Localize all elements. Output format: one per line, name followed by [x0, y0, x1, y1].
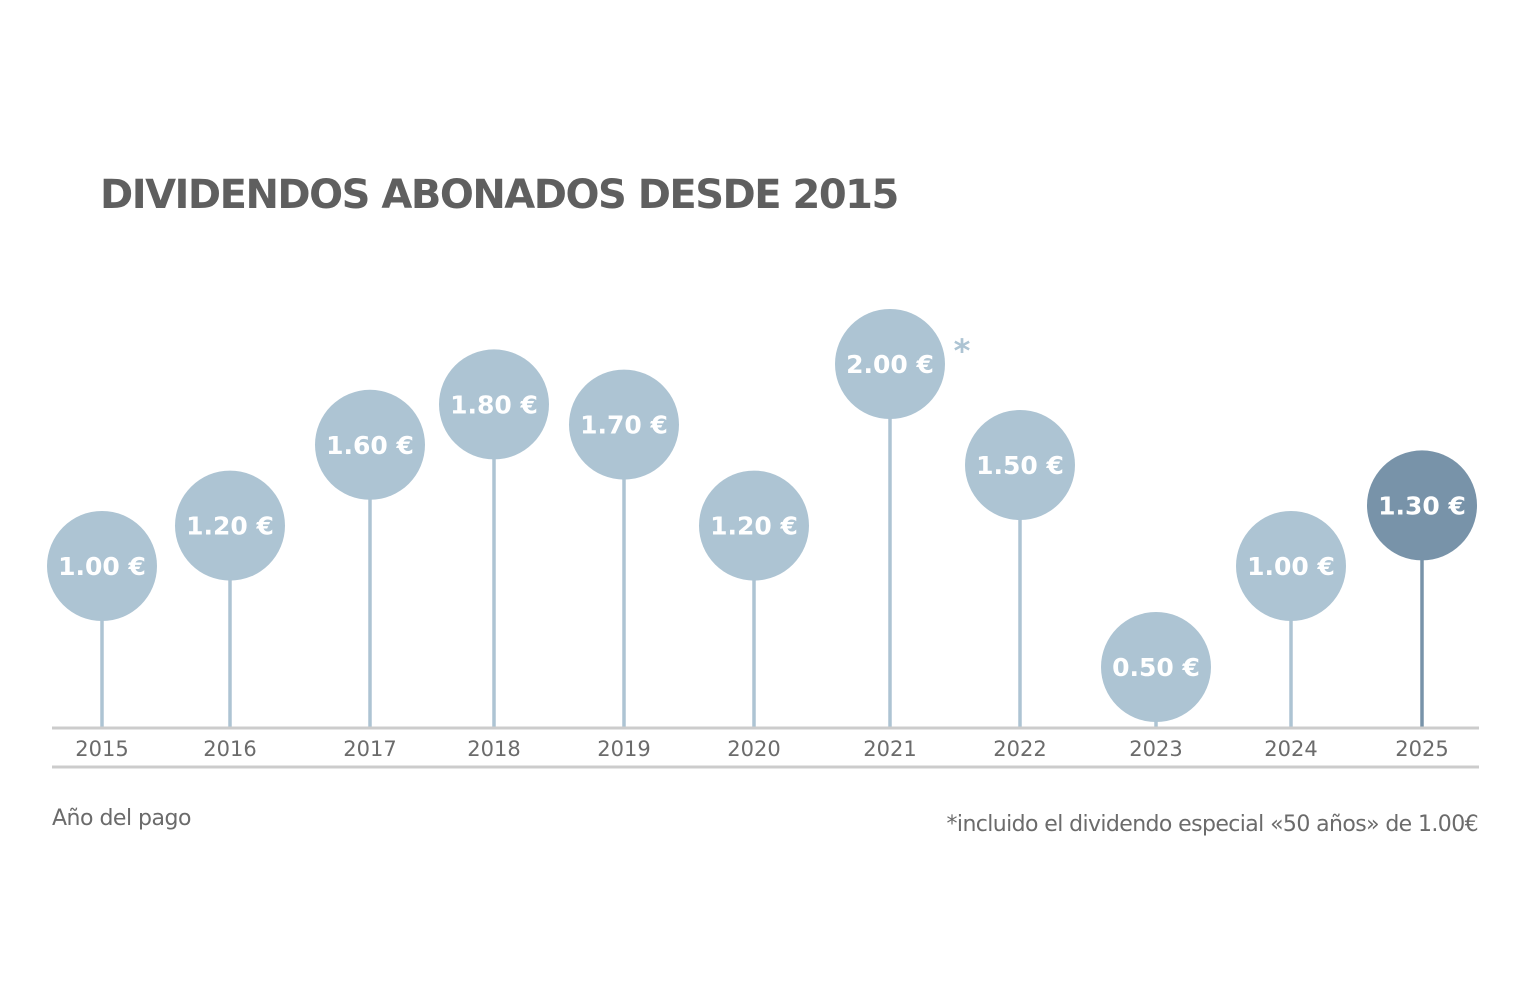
value-label-2019: 1.70 € — [580, 411, 668, 440]
bubble-2024 — [1236, 511, 1346, 621]
bubble-2025 — [1367, 450, 1477, 561]
bubble-2020 — [699, 470, 809, 581]
asterisk-marker: * — [954, 332, 971, 370]
bubble-2022 — [965, 410, 1075, 520]
value-label-2025: 1.30 € — [1378, 491, 1466, 520]
value-label-2015: 1.00 € — [58, 552, 146, 581]
value-label-2017: 1.60 € — [326, 431, 414, 460]
value-label-2016: 1.20 € — [186, 512, 274, 541]
tick-label-2022: 2022 — [993, 737, 1046, 761]
x-axis-label: Año del pago — [52, 806, 191, 831]
bubble-2015 — [47, 511, 157, 621]
chart-title: DIVIDENDOS ABONADOS DESDE 2015 — [100, 172, 899, 218]
tick-label-2024: 2024 — [1264, 737, 1317, 761]
tick-label-2023: 2023 — [1129, 737, 1182, 761]
value-label-2021: 2.00 € — [846, 350, 934, 379]
tick-label-2018: 2018 — [467, 737, 520, 761]
bubble-2023 — [1101, 612, 1211, 722]
value-label-2020: 1.20 € — [710, 512, 798, 541]
bubble-2016 — [175, 470, 285, 581]
value-label-2022: 1.50 € — [976, 451, 1064, 480]
bubble-2019 — [569, 369, 679, 480]
bubbles-layer: 1.00 € 1.20 € 1.60 € 1.80 € 1.70 € 1.20 € 2.00… — [47, 309, 1477, 722]
tick-label-2019: 2019 — [597, 737, 650, 761]
tick-label-2016: 2016 — [203, 737, 256, 761]
tick-label-2015: 2015 — [75, 737, 128, 761]
value-label-2024: 1.00 € — [1247, 552, 1335, 581]
tick-label-2025: 2025 — [1395, 737, 1448, 761]
footnote: *incluido el dividendo especial «50 años… — [946, 812, 1479, 837]
tick-label-2020: 2020 — [727, 737, 780, 761]
tick-label-2017: 2017 — [343, 737, 396, 761]
tick-label-2021: 2021 — [863, 737, 916, 761]
value-label-2023: 0.50 € — [1112, 653, 1200, 682]
bubble-2017 — [315, 389, 425, 500]
bubble-2021 — [835, 309, 945, 419]
bubble-2018 — [439, 349, 549, 460]
tick-labels-layer: 2015 2016 2017 2018 2019 2020 2021 2022 2023 2024… — [75, 737, 1448, 761]
value-label-2018: 1.80 € — [450, 390, 538, 419]
